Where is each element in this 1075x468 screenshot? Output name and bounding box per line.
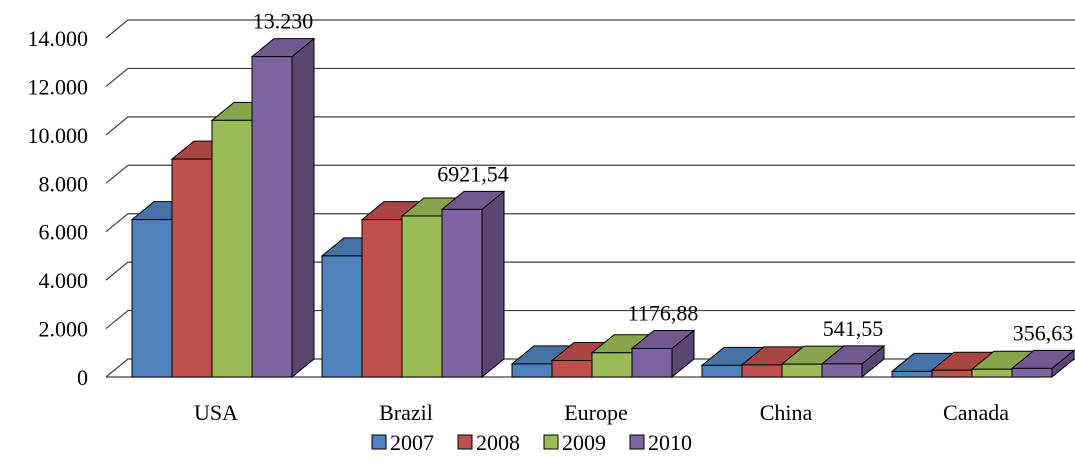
category-labels: USA Brazil Europe China Canada bbox=[194, 400, 1009, 425]
legend-item: 2009 bbox=[543, 430, 606, 455]
bar bbox=[630, 329, 696, 379]
y-axis-ticks: 0 2.000 4.000 6.000 8.000 10.000 12.000 14.000 bbox=[28, 26, 89, 390]
y-tick-label: 10.000 bbox=[28, 123, 89, 148]
legend-swatch bbox=[371, 434, 387, 450]
bars bbox=[130, 37, 1075, 379]
gridline bbox=[105, 67, 1075, 87]
gridline bbox=[105, 261, 1075, 281]
legend-label: 2009 bbox=[562, 430, 606, 455]
gridline bbox=[105, 116, 1075, 136]
gridline bbox=[105, 309, 1075, 330]
y-tick-label: 14.000 bbox=[28, 26, 89, 51]
gridline bbox=[105, 164, 1075, 184]
bar bbox=[440, 190, 506, 379]
legend-item: 2010 bbox=[629, 430, 692, 455]
legend-swatch bbox=[629, 434, 645, 450]
y-tick-label: 8.000 bbox=[39, 171, 89, 196]
category-label: China bbox=[760, 400, 813, 425]
legend-label: 2007 bbox=[390, 430, 434, 455]
y-tick-label: 12.000 bbox=[28, 74, 89, 99]
y-tick-label: 4.000 bbox=[39, 268, 89, 293]
legend: 2007 2008 2009 2010 bbox=[371, 430, 692, 455]
y-tick-label: 6.000 bbox=[39, 220, 89, 245]
category-label: Brazil bbox=[379, 400, 433, 425]
data-labels: 13.230 6921,54 1176,88 541,55 356,63 bbox=[253, 9, 1074, 346]
data-label: 6921,54 bbox=[437, 161, 509, 186]
data-label: 356,63 bbox=[1013, 320, 1074, 345]
legend-label: 2008 bbox=[476, 430, 520, 455]
bar bbox=[250, 37, 316, 379]
bar bbox=[1010, 349, 1075, 379]
legend-item: 2008 bbox=[457, 430, 520, 455]
y-tick-label: 0 bbox=[77, 365, 88, 390]
category-label: USA bbox=[194, 400, 238, 425]
gridline bbox=[105, 213, 1075, 233]
data-label: 1176,88 bbox=[628, 301, 699, 326]
gridline bbox=[105, 19, 1075, 39]
data-label: 541,55 bbox=[823, 316, 884, 341]
legend-label: 2010 bbox=[648, 430, 692, 455]
legend-item: 2007 bbox=[371, 430, 434, 455]
category-label: Europe bbox=[564, 400, 628, 425]
bar bbox=[820, 344, 886, 379]
category-label: Canada bbox=[943, 400, 1009, 425]
legend-swatch bbox=[457, 434, 473, 450]
y-tick-label: 2.000 bbox=[39, 317, 89, 342]
legend-swatch bbox=[543, 434, 559, 450]
data-label: 13.230 bbox=[253, 9, 314, 34]
